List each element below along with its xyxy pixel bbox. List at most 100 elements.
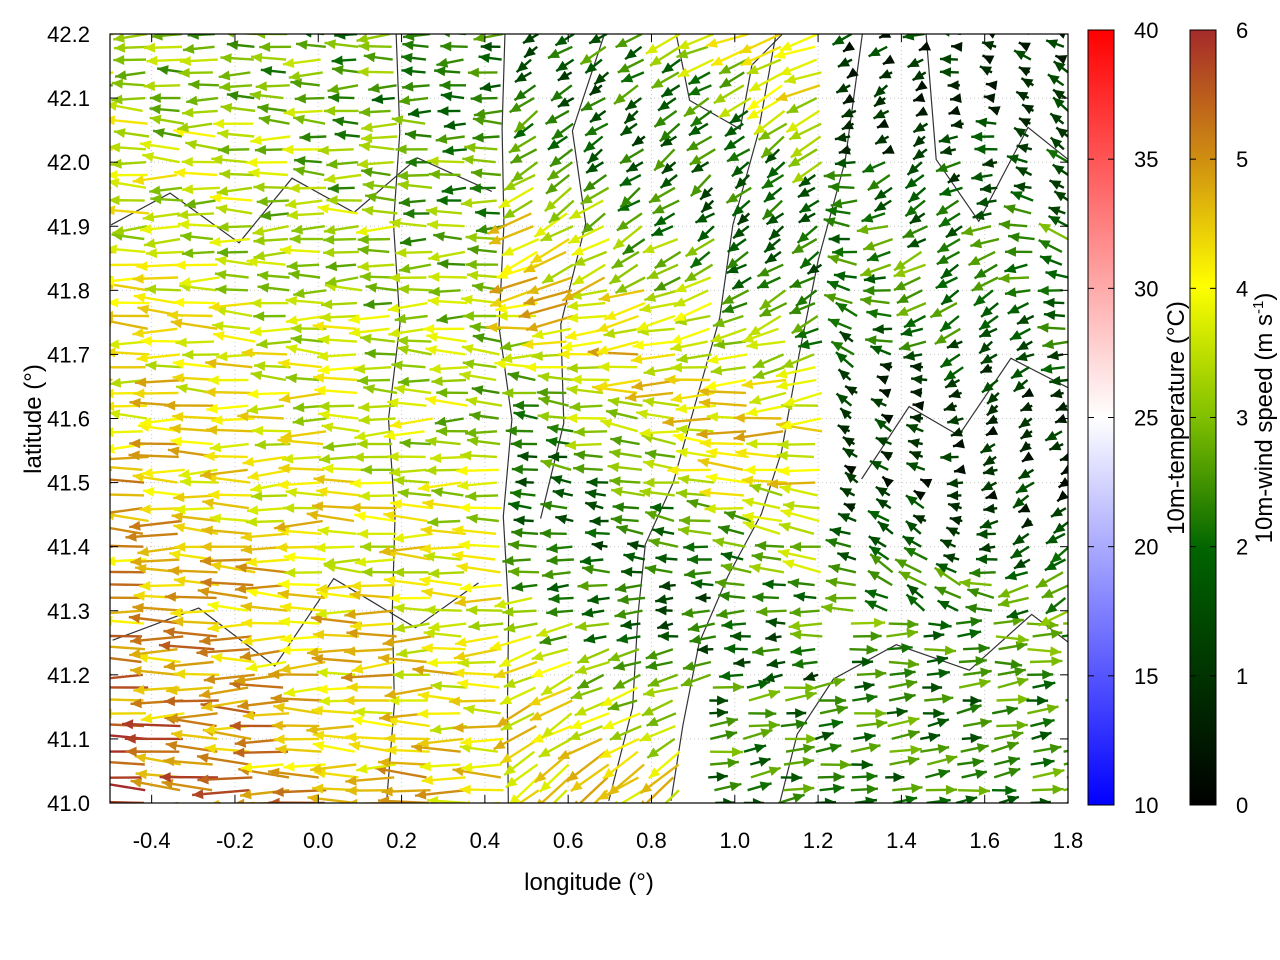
wind-arrow-head xyxy=(344,646,356,657)
wind-arrow-head xyxy=(1018,468,1031,479)
wind-arrow-head xyxy=(164,591,176,602)
wind-arrow-shaft xyxy=(110,314,112,318)
wind-arrow xyxy=(461,344,500,356)
wind-arrow xyxy=(110,263,142,267)
wind-arrow xyxy=(421,643,466,654)
wind-arrow-head xyxy=(317,145,329,156)
wind-arrow xyxy=(467,245,497,255)
wind-arrow-head xyxy=(505,425,517,436)
wind-arrow-head xyxy=(455,637,467,647)
wind-arrow xyxy=(868,535,887,548)
wind-arrow-head xyxy=(174,504,186,515)
wind-arrow xyxy=(1049,375,1068,386)
wind-arrow-head xyxy=(397,180,409,191)
wind-arrow-head xyxy=(676,447,688,458)
wind-arrow xyxy=(283,503,321,514)
wind-arrow-head xyxy=(420,525,433,536)
wind-arrow-head xyxy=(507,371,520,382)
wind-arrow-head xyxy=(110,297,119,308)
wind-arrow xyxy=(874,418,893,433)
wind-arrow-head xyxy=(877,118,890,128)
wind-arrow-head xyxy=(670,334,683,344)
wind-arrow-head xyxy=(626,161,639,172)
wind-arrow-head xyxy=(837,425,850,435)
wind-arrow xyxy=(74,59,107,69)
wind-arrow xyxy=(110,71,114,75)
wind-arrow-head xyxy=(378,653,390,664)
wind-arrow-head xyxy=(1037,695,1049,706)
wind-arrow xyxy=(888,619,919,630)
wind-arrow-head xyxy=(1043,310,1056,321)
wind-arrow-head xyxy=(357,234,369,245)
wind-arrow xyxy=(939,353,961,369)
wind-arrow xyxy=(879,362,893,372)
wind-arrow-head xyxy=(972,757,984,768)
wind-arrow xyxy=(163,660,214,671)
wind-arrow-head xyxy=(976,554,988,565)
wind-arrow-head xyxy=(250,326,262,337)
wind-arrow xyxy=(1045,532,1066,545)
wind-arrow-head xyxy=(825,537,838,548)
wind-arrow xyxy=(168,565,218,576)
wind-arrow-head xyxy=(250,135,262,146)
wind-arrow xyxy=(201,525,250,536)
wind-arrow-head xyxy=(899,341,911,351)
wind-arrow xyxy=(311,705,357,716)
wind-arrow-head xyxy=(277,479,289,490)
wind-arrow xyxy=(110,583,150,587)
wind-arrow-head xyxy=(489,640,502,651)
wind-arrow-shaft xyxy=(110,378,113,382)
wind-arrow xyxy=(922,708,945,719)
wind-arrow xyxy=(731,199,751,217)
wind-arrow xyxy=(584,488,606,499)
wind-arrow xyxy=(780,417,822,430)
wind-arrow xyxy=(828,234,850,244)
wind-arrow xyxy=(998,273,1029,284)
wind-arrow xyxy=(389,218,427,229)
wind-arrow xyxy=(64,580,109,590)
wind-arrow xyxy=(997,677,1029,689)
wind-arrow xyxy=(421,587,466,600)
wind-arrow xyxy=(697,386,746,397)
wind-arrow xyxy=(742,511,783,523)
wind-arrow-head xyxy=(940,452,952,463)
wind-arrow xyxy=(993,767,1021,779)
wind-arrow-head xyxy=(643,687,655,698)
wind-arrow-head xyxy=(833,271,846,282)
wind-arrow-head xyxy=(136,352,148,363)
wind-arrow xyxy=(975,554,998,565)
wind-arrow xyxy=(456,562,501,574)
wind-arrow-head xyxy=(616,220,629,231)
wind-arrow xyxy=(441,185,467,195)
wind-arrow-head xyxy=(360,333,372,344)
wind-arrow-head xyxy=(389,272,401,283)
wind-arrow-head xyxy=(573,463,585,474)
wind-arrow xyxy=(212,321,251,331)
wind-arrow xyxy=(985,414,999,426)
wind-arrow xyxy=(460,294,500,305)
wind-arrow xyxy=(730,631,751,642)
wind-arrow-head xyxy=(132,175,145,185)
wind-arrow xyxy=(388,695,428,706)
wind-arrow xyxy=(688,122,709,137)
wind-arrow xyxy=(427,250,466,262)
wind-arrow-head xyxy=(246,157,258,168)
wind-arrow-head xyxy=(237,411,249,422)
wind-arrow-head xyxy=(273,702,285,713)
wind-arrow-head xyxy=(732,747,744,757)
wind-arrow-head xyxy=(875,718,888,729)
wind-arrow-head xyxy=(169,423,181,434)
wind-arrow xyxy=(179,276,220,287)
wind-arrow-head xyxy=(974,268,987,279)
wind-arrow-head xyxy=(201,525,213,536)
wind-arrow-head xyxy=(877,521,890,533)
wind-arrow xyxy=(570,686,603,700)
wind-arrow xyxy=(953,464,966,475)
wind-arrow-head xyxy=(983,455,996,466)
wind-arrow xyxy=(322,441,357,452)
wind-arrow-head xyxy=(950,427,963,437)
wind-arrow xyxy=(205,425,254,435)
wind-arrow xyxy=(552,789,568,803)
wind-arrow-head xyxy=(110,556,116,567)
wind-arrow-head xyxy=(163,756,175,767)
